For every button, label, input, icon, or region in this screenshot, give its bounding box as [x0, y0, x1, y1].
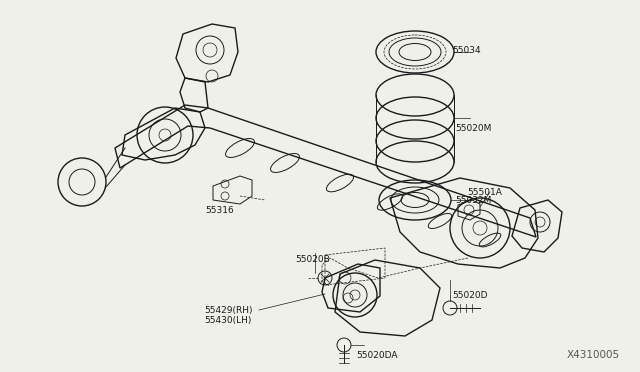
Text: 55020M: 55020M [455, 124, 492, 132]
Text: X4310005: X4310005 [567, 350, 620, 360]
Text: 55020DA: 55020DA [356, 352, 397, 360]
Text: 55032M: 55032M [455, 196, 492, 205]
Text: 55501A: 55501A [467, 187, 502, 196]
Text: 55430(LH): 55430(LH) [204, 315, 252, 324]
Text: 55429(RH): 55429(RH) [204, 305, 253, 314]
Text: 55020D: 55020D [452, 291, 488, 299]
Text: 55316: 55316 [205, 205, 234, 215]
Text: 55020B: 55020B [295, 256, 330, 264]
Text: 55034: 55034 [452, 45, 481, 55]
